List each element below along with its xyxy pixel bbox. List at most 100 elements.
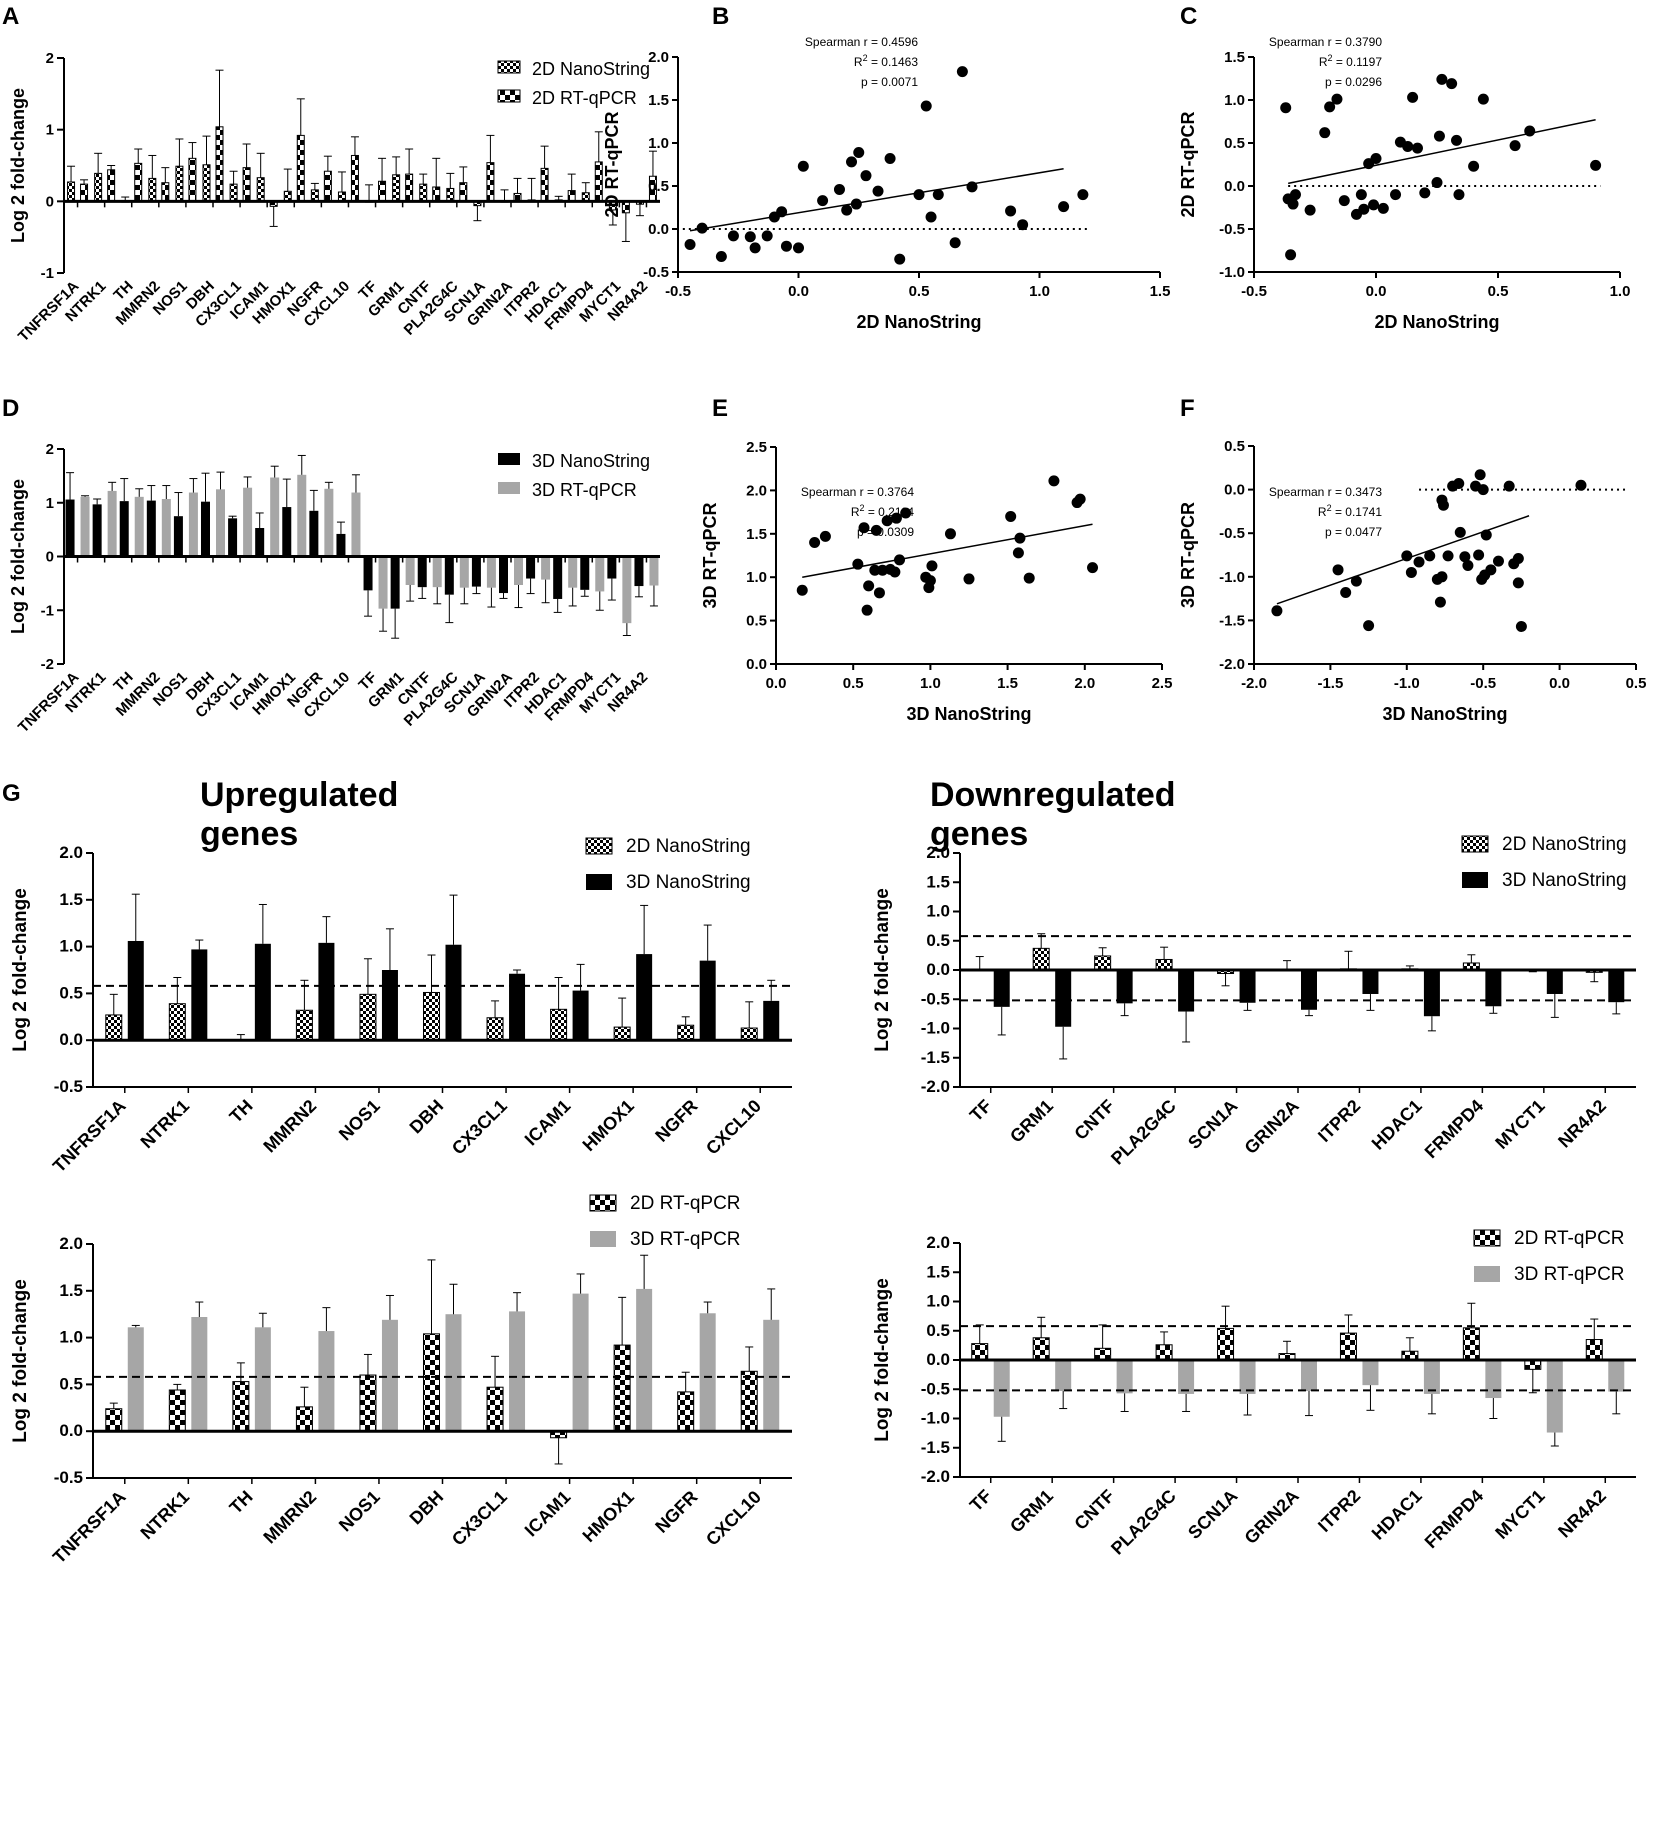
x-tick-label: 0.0 xyxy=(788,283,809,300)
y-tick-label: 0.0 xyxy=(1224,178,1245,195)
x-tick-label: 2.5 xyxy=(1152,675,1173,692)
y-tick-label: -0.5 xyxy=(643,264,669,281)
y-tick-label: 0.5 xyxy=(1224,438,1245,455)
data-point xyxy=(1005,205,1017,217)
bar-3d-rt-qpcr xyxy=(297,474,307,557)
bar-3d-rt-qpcr xyxy=(243,487,253,557)
data-point xyxy=(793,242,804,254)
gene-label: FRMPD4 xyxy=(1421,1486,1487,1552)
bar-2d-rt-qpcr xyxy=(232,1381,250,1432)
data-point xyxy=(925,211,937,223)
y-tick-label: 0.5 xyxy=(1224,135,1245,152)
data-point xyxy=(894,253,906,265)
bar-2d-rt-qpcr xyxy=(740,1370,758,1432)
bar-3d-rt-qpcr xyxy=(1239,1360,1256,1394)
x-tick-label: -2.0 xyxy=(1241,675,1267,692)
y-tick-label: 0.0 xyxy=(648,221,669,238)
bar-2d-nanostring xyxy=(175,165,184,202)
bar-3d-rt-qpcr xyxy=(636,1288,653,1432)
gene-label: PLA2G4C xyxy=(1107,1096,1180,1169)
x-axis-title: 3D NanoString xyxy=(906,704,1031,724)
bar-3d-rt-qpcr xyxy=(188,492,198,557)
data-point xyxy=(841,204,853,216)
legend-entry: 3D RT-qPCR xyxy=(630,1229,741,1250)
data-point xyxy=(850,198,862,210)
bar-2d-rt-qpcr xyxy=(423,1333,440,1432)
bar-3d-rt-qpcr xyxy=(80,496,90,557)
x-tick-label: 1.0 xyxy=(1029,283,1050,300)
bar-3d-nanostring xyxy=(282,507,292,557)
data-point xyxy=(966,181,978,193)
data-point xyxy=(1480,529,1492,541)
data-point xyxy=(1424,550,1436,562)
gene-label: CNTF xyxy=(1070,1096,1118,1144)
bar-3d-nanostring xyxy=(1055,970,1072,1027)
panel-label: G xyxy=(2,780,21,807)
legend-entry: 2D NanoString xyxy=(532,59,650,79)
y-tick-label: 1.0 xyxy=(746,569,767,586)
gene-label: GRIN2A xyxy=(1241,1096,1303,1158)
data-point xyxy=(776,206,788,218)
gene-label: SCN1A xyxy=(1184,1096,1241,1153)
bar-3d-nanostring xyxy=(993,970,1010,1007)
gene-label: CX3CL1 xyxy=(448,1096,511,1159)
data-point xyxy=(1575,479,1587,491)
legend-swatch xyxy=(585,837,613,855)
stat-annotation: Spearman r = 0.4596 xyxy=(805,35,918,49)
y-tick-label: 2 xyxy=(46,441,54,458)
y-tick-label: -1.0 xyxy=(921,1409,950,1428)
y-tick-label: -0.5 xyxy=(54,1468,83,1487)
y-tick-label: 2.0 xyxy=(59,1234,83,1253)
y-axis-title: Log 2 fold-change xyxy=(10,1279,31,1443)
x-tick-label: 0.5 xyxy=(909,283,930,300)
bar-3d-nanostring xyxy=(1301,970,1317,1010)
data-point xyxy=(817,195,829,207)
panel-label: E xyxy=(712,395,728,422)
panel-label: D xyxy=(2,395,19,422)
data-point xyxy=(1304,204,1316,216)
bar-3d-nanostring xyxy=(173,516,183,557)
y-tick-label: -1.5 xyxy=(921,1048,950,1067)
data-point xyxy=(761,230,773,242)
bar-2d-rt-qpcr xyxy=(1217,1327,1235,1361)
data-point xyxy=(1390,189,1402,201)
bar-2d-rt-qpcr xyxy=(215,126,224,202)
legend-swatch xyxy=(1462,872,1488,888)
y-tick-label: -2.0 xyxy=(921,1467,950,1486)
data-point xyxy=(797,160,809,172)
bar-2d-nanostring xyxy=(677,1024,695,1041)
data-point xyxy=(715,251,727,263)
data-point xyxy=(1524,125,1536,137)
bar-2d-nanostring xyxy=(105,1014,123,1041)
y-tick-label: -0.5 xyxy=(921,1379,950,1398)
regression-line xyxy=(1288,119,1596,185)
bar-2d-rt-qpcr xyxy=(296,134,305,202)
bar-chart-G1: G -0.5 0.0 0.5 1.0 1.5 2.0 Log 2 fold-change TNF… xyxy=(2,780,792,1176)
data-point xyxy=(1058,201,1070,213)
stat-annotation: R2 = 0.1741 xyxy=(1318,503,1382,519)
x-tick-label: -0.5 xyxy=(1241,283,1267,300)
bar-3d-rt-qpcr xyxy=(378,556,388,609)
bar-3d-nanostring xyxy=(363,556,373,591)
bar-2d-nanostring xyxy=(613,1026,631,1041)
bar-2d-nanostring xyxy=(283,190,292,202)
bar-3d-nanostring xyxy=(1178,970,1195,1012)
y-tick-label: -2.0 xyxy=(1219,656,1245,673)
gene-label: TF xyxy=(966,1486,996,1516)
y-tick-label: -0.5 xyxy=(54,1077,83,1096)
gene-label: ITPR2 xyxy=(1314,1096,1364,1146)
y-tick-label: 0.0 xyxy=(746,656,767,673)
data-point xyxy=(1462,559,1474,571)
gene-label: FRMPD4 xyxy=(1421,1096,1487,1162)
regression-line xyxy=(802,523,1093,578)
bar-3d-rt-qpcr xyxy=(134,496,144,557)
y-axis-title: Log 2 fold-change xyxy=(10,888,31,1052)
bar-3d-rt-qpcr xyxy=(572,1293,589,1432)
y-tick-label: 2.0 xyxy=(648,49,669,66)
gene-label: CNTF xyxy=(1070,1486,1118,1534)
y-tick-label: 0.5 xyxy=(59,1374,83,1393)
stat-annotation: p = 0.0477 xyxy=(1325,525,1382,539)
data-point xyxy=(949,237,961,249)
data-point xyxy=(1468,160,1480,172)
